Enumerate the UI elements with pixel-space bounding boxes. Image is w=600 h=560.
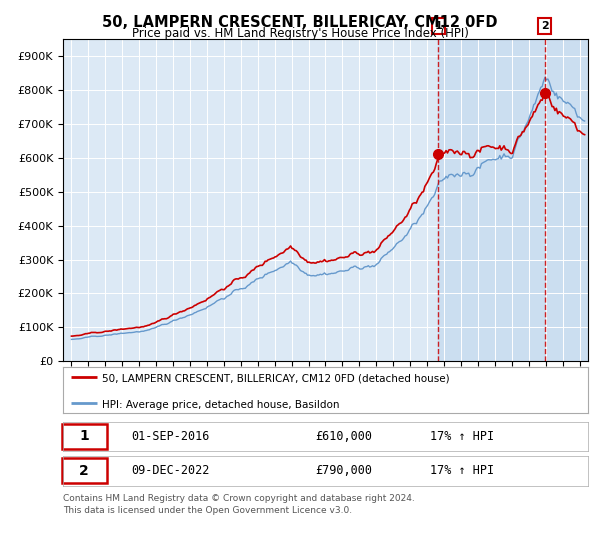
Text: £790,000: £790,000 [315,464,372,478]
Text: 09-DEC-2022: 09-DEC-2022 [131,464,209,478]
Text: 17% ↑ HPI: 17% ↑ HPI [431,464,494,478]
Text: £610,000: £610,000 [315,430,372,443]
Text: Price paid vs. HM Land Registry's House Price Index (HPI): Price paid vs. HM Land Registry's House … [131,27,469,40]
Text: 50, LAMPERN CRESCENT, BILLERICAY, CM12 0FD: 50, LAMPERN CRESCENT, BILLERICAY, CM12 0… [102,15,498,30]
Text: 1: 1 [79,429,89,444]
Text: 01-SEP-2016: 01-SEP-2016 [131,430,209,443]
Text: HPI: Average price, detached house, Basildon: HPI: Average price, detached house, Basi… [103,399,340,409]
Text: 1: 1 [434,21,442,31]
Text: Contains HM Land Registry data © Crown copyright and database right 2024.
This d: Contains HM Land Registry data © Crown c… [63,494,415,515]
Text: 2: 2 [79,464,89,478]
FancyBboxPatch shape [62,424,107,449]
FancyBboxPatch shape [62,459,107,483]
Text: 17% ↑ HPI: 17% ↑ HPI [431,430,494,443]
Text: 2: 2 [541,21,548,31]
Text: 50, LAMPERN CRESCENT, BILLERICAY, CM12 0FD (detached house): 50, LAMPERN CRESCENT, BILLERICAY, CM12 0… [103,374,450,384]
Bar [439,39,588,361]
